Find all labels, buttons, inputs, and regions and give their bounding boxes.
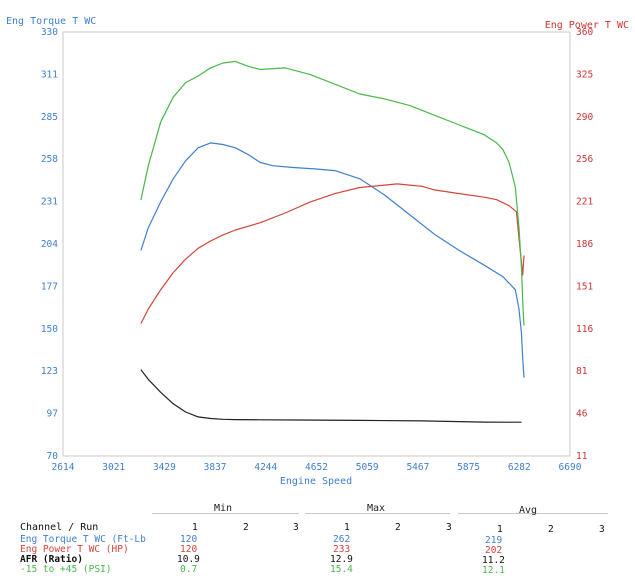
y-right-tick-label: 116 <box>576 324 593 335</box>
row-torque-avg: 219 <box>485 535 503 546</box>
right-axis-title: Eng Power T WC <box>545 20 629 31</box>
row-torque-min: 120 <box>180 534 198 545</box>
y-right-tick-label: 256 <box>576 154 593 165</box>
row-power-min: 120 <box>180 544 198 555</box>
row-power-max: 233 <box>333 544 351 555</box>
row-torque-max: 262 <box>333 534 351 545</box>
series-line-3 <box>140 60 525 326</box>
y-right-tick-label: 151 <box>576 281 593 292</box>
row-boost-max: 15.4 <box>330 564 353 575</box>
x-tick-label: 6690 <box>559 462 582 473</box>
min-header-rule <box>152 513 299 514</box>
max-run-3: 3 <box>446 522 452 533</box>
x-tick-label: 6282 <box>508 462 531 473</box>
y-right-tick-label: 360 <box>576 27 593 38</box>
x-tick-label: 4652 <box>305 462 328 473</box>
row-torque-label: Eng Torque T WC (Ft-Lb <box>20 534 146 545</box>
row-afr-label: AFR (Ratio) <box>20 554 83 565</box>
max-run-2: 2 <box>395 522 401 533</box>
y-right-tick-label: 81 <box>576 366 588 377</box>
x-tick-label: 3837 <box>204 462 227 473</box>
x-tick-label: 3021 <box>102 462 125 473</box>
x-tick-label: 2614 <box>52 462 75 473</box>
series-line-0 <box>140 142 525 378</box>
dyno-chart: Eng Torque T WC Eng Power T WC Engine Sp… <box>6 16 629 487</box>
row-boost-label: -15 to +45 (PSI) <box>20 564 112 575</box>
row-power-avg: 202 <box>485 545 503 556</box>
y-left-tick-label: 70 <box>47 451 59 462</box>
row-afr-avg: 11.2 <box>482 555 505 566</box>
y-left-tick-label: 330 <box>41 27 58 38</box>
row-afr-max: 12.9 <box>330 554 353 565</box>
y-right-tick-label: 221 <box>576 197 593 208</box>
stats-table: Min Max Avg Channel / Run 1 2 3 1 2 3 1 … <box>0 500 635 587</box>
y-right-tick-label: 46 <box>576 409 588 420</box>
x-tick-label: 4244 <box>254 462 277 473</box>
y-left-tick-label: 97 <box>47 409 58 420</box>
y-left-tick-label: 204 <box>41 239 58 250</box>
channel-run-label: Channel / Run <box>20 522 99 533</box>
min-run-2: 2 <box>243 522 249 533</box>
y-left-tick-label: 258 <box>41 154 58 165</box>
min-run-1: 1 <box>192 522 198 533</box>
row-power-label: Eng Power T WC (HP) <box>20 544 129 555</box>
min-header: Min <box>214 503 233 514</box>
max-run-1: 1 <box>344 522 350 533</box>
y-right-tick-label: 186 <box>576 239 593 250</box>
series-line-1 <box>140 183 525 324</box>
avg-run-2: 2 <box>548 524 554 535</box>
y-right-tick-label: 290 <box>576 112 593 123</box>
y-left-tick-label: 231 <box>41 197 58 208</box>
max-header: Max <box>367 503 386 514</box>
y-left-tick-label: 177 <box>41 281 58 292</box>
avg-run-1: 1 <box>497 524 503 535</box>
y-right-tick-label: 325 <box>576 69 593 80</box>
row-boost-min: 0.7 <box>180 564 198 575</box>
x-tick-label: 5467 <box>406 462 429 473</box>
row-boost-avg: 12.1 <box>482 565 505 576</box>
avg-run-3: 3 <box>599 524 605 535</box>
series-line-2 <box>140 369 522 423</box>
y-left-tick-label: 123 <box>41 366 58 377</box>
x-tick-label: 3429 <box>153 462 176 473</box>
left-axis-title: Eng Torque T WC <box>6 16 96 27</box>
x-tick-label: 5059 <box>356 462 379 473</box>
x-axis-title: Engine Speed <box>280 476 352 487</box>
min-run-3: 3 <box>293 522 299 533</box>
avg-header-rule <box>458 513 608 514</box>
x-tick-label: 5875 <box>457 462 480 473</box>
y-left-tick-label: 311 <box>41 69 58 80</box>
row-afr-min: 10.9 <box>177 554 200 565</box>
y-left-tick-label: 285 <box>41 112 58 123</box>
max-header-rule <box>305 513 450 514</box>
y-right-tick-label: 11 <box>576 451 588 462</box>
avg-header: Avg <box>519 505 538 516</box>
plot-frame <box>62 31 571 457</box>
y-left-tick-label: 150 <box>41 324 58 335</box>
